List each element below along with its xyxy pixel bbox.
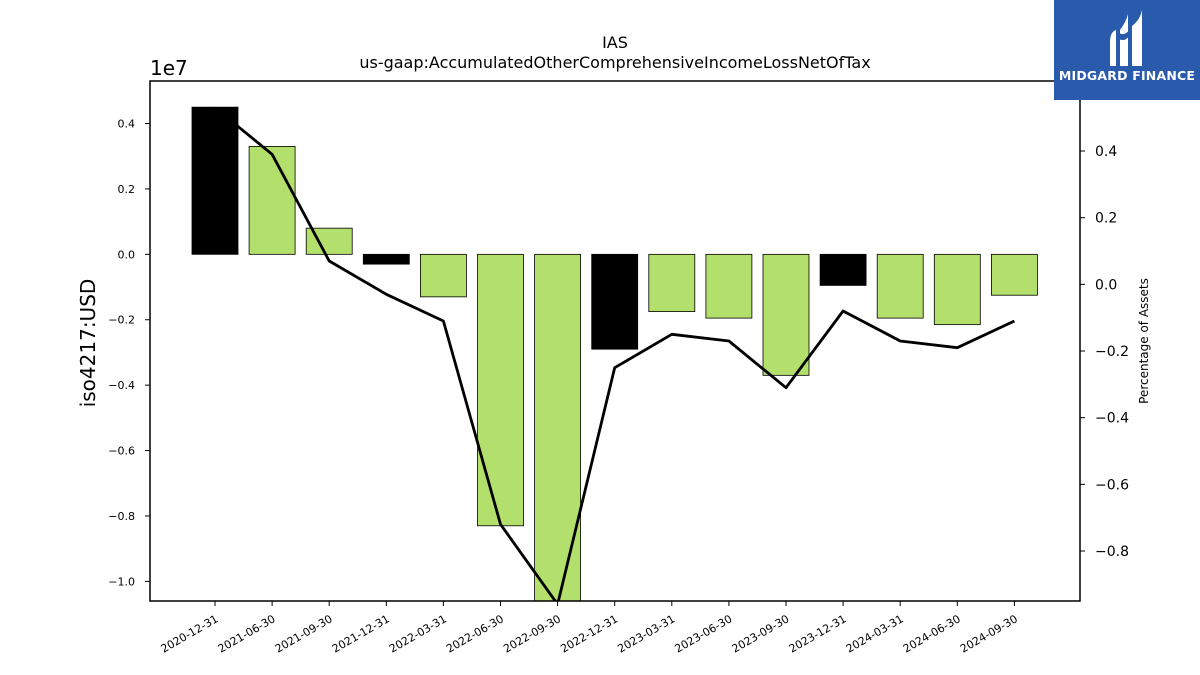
x-tick-label: 2021-12-31 (330, 612, 392, 655)
bar-2022-06-30 (477, 253, 524, 527)
x-tick-label: 2024-03-31 (844, 612, 906, 655)
bar-2021-12-31 (362, 253, 410, 265)
x-tick-label: 2023-09-30 (730, 612, 792, 655)
y-tick-label: −1.0 (108, 575, 135, 588)
x-tick-label: 2023-06-30 (673, 612, 735, 655)
y2-tick-label: −0.6 (1095, 477, 1129, 493)
plot-area: −1.0 −0.8 −0.6 −0.4 −0.2 0.0 0.2 0.4 −0.8 −0.6 −0.… (108, 80, 1129, 656)
percentage-of-assets-line (214, 106, 1015, 601)
y2-tick-label: 0.2 (1095, 211, 1117, 227)
x-tick-label: 2024-09-30 (958, 612, 1020, 655)
bar-2024-03-31 (876, 253, 924, 319)
bar-2024-06-30 (933, 253, 981, 326)
logo-mark-icon (1110, 10, 1142, 66)
x-tick-label: 2021-09-30 (273, 612, 335, 655)
bar-2022-09-30 (534, 253, 581, 601)
logo-text: MIDGARD FINANCE (1058, 68, 1196, 83)
y-tick-label: 0.2 (118, 183, 136, 196)
y-tick-label: 0.4 (118, 118, 136, 131)
x-tick-label: 2022-03-31 (387, 612, 449, 655)
x-tick-label: 2022-12-31 (558, 612, 620, 655)
midgard-finance-logo: MIDGARD FINANCE (1054, 0, 1200, 100)
bar-2023-09-30 (762, 253, 810, 376)
bar-2023-12-31 (819, 253, 867, 286)
x-tick-label: 2022-09-30 (501, 612, 563, 655)
x-tick-label: 2020-12-31 (159, 612, 221, 655)
bar-2023-03-31 (648, 253, 696, 312)
bar-2022-12-31 (591, 253, 639, 350)
y-tick-label: −0.4 (108, 379, 135, 392)
y2-tick-label: 0.0 (1095, 277, 1117, 293)
y-axis-label: iso4217:USD (76, 279, 100, 408)
y-tick-label: −0.2 (108, 314, 135, 327)
y-offset-label: 1e7 (150, 56, 188, 80)
y2-tick-label: 0.4 (1095, 144, 1117, 160)
x-tick-label: 2024-06-30 (901, 612, 963, 655)
bar-series (191, 106, 1038, 601)
y-tick-label: −0.6 (108, 445, 135, 458)
bar-2024-09-30 (991, 253, 1038, 296)
y-tick-label: 0.0 (118, 248, 136, 261)
y2-tick-label: −0.8 (1095, 544, 1129, 560)
y2-axis-label: Percentage of Assets (1137, 278, 1151, 404)
x-tick-label: 2022-06-30 (444, 612, 506, 655)
bar-2021-06-30 (248, 146, 296, 255)
bar-2023-06-30 (705, 253, 753, 319)
bar-2022-03-31 (419, 253, 467, 298)
x-tick-label: 2023-12-31 (787, 612, 849, 655)
y2-tick-label: −0.4 (1095, 411, 1129, 427)
chart-title: IAS (602, 33, 628, 52)
chart-subtitle: us-gaap:AccumulatedOtherComprehensiveInc… (359, 53, 870, 72)
y-tick-label: −0.8 (108, 510, 135, 523)
y2-tick-label: −0.2 (1095, 344, 1129, 360)
x-tick-label: 2021-06-30 (216, 612, 278, 655)
bar-2020-12-31 (191, 106, 239, 255)
x-tick-label: 2023-03-31 (615, 612, 677, 655)
